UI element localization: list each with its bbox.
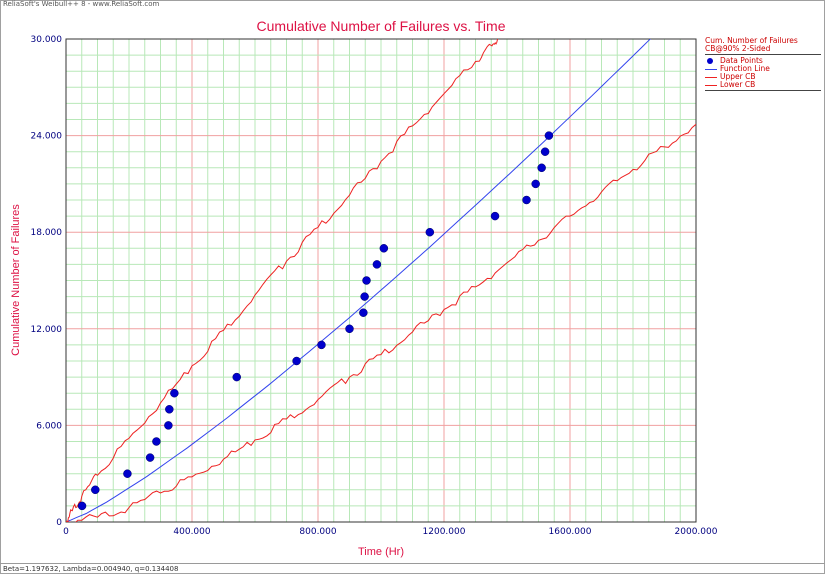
data-point: [152, 437, 161, 446]
lower-cb-series: [66, 123, 696, 522]
data-point: [360, 292, 369, 301]
legend-entry-function-line: Function Line: [705, 65, 821, 73]
y-axis-label: Cumulative Number of Failures: [10, 204, 22, 356]
legend-entry-upper-cb: Upper CB: [705, 73, 821, 81]
data-point: [170, 388, 179, 398]
y-tick-label: 30.000: [31, 35, 63, 45]
legend: Cum. Number of Failures CB@90% 2-Sided D…: [705, 37, 821, 93]
data-point: [537, 163, 546, 173]
y-tick-label: 0: [56, 518, 62, 528]
data-point: [372, 260, 382, 269]
x-axis-label: Time (Hr): [358, 546, 404, 558]
x-tick-label: 800.000: [299, 527, 336, 537]
data-point: [531, 179, 540, 189]
data-point: [165, 405, 174, 414]
x-tick-label: 400.000: [173, 527, 210, 537]
legend-label: Upper CB: [720, 72, 756, 81]
data-point: [359, 308, 368, 317]
data-point: [425, 227, 435, 237]
legend-label: Data Points: [720, 56, 763, 65]
legend-divider: [705, 54, 821, 55]
footer-divider: [0, 563, 825, 564]
data-point: [362, 276, 371, 285]
line-marker-icon: [705, 65, 717, 73]
data-point: [544, 131, 554, 140]
data-point: [540, 147, 550, 156]
data-point: [379, 244, 389, 253]
legend-title: Cum. Number of Failures: [705, 36, 798, 45]
data-point: [123, 469, 132, 478]
data-point: [345, 324, 354, 334]
series-layer: [66, 39, 696, 522]
x-tick-label: 1600.000: [549, 527, 592, 537]
data-point: [490, 211, 500, 221]
model-parameters: Beta=1.197632, Lambda=0.004940, q=0.1344…: [3, 565, 179, 573]
legend-entry-data-points: Data Points: [705, 57, 821, 65]
y-tick-label: 18.000: [31, 228, 63, 238]
data-point: [91, 485, 100, 495]
data-point: [317, 340, 326, 350]
line-marker-icon: [705, 73, 717, 81]
y-tick-label: 24.000: [31, 132, 63, 142]
legend-label: Lower CB: [720, 80, 756, 89]
grid: [66, 39, 696, 522]
plot-area-border: [65, 38, 697, 523]
upper-cb-series: [66, 39, 499, 522]
function-line-series: [66, 39, 651, 522]
data-point: [77, 501, 87, 511]
legend-label: Function Line: [720, 64, 770, 73]
data-point: [232, 372, 241, 382]
chart-title: Cumulative Number of Failures vs. Time: [257, 18, 506, 34]
legend-subtitle: CB@90% 2-Sided: [705, 44, 771, 53]
x-tick-label: 1200.000: [423, 527, 466, 537]
line-marker-icon: [705, 81, 717, 89]
x-tick-label: 0: [63, 527, 69, 537]
dot-marker-icon: [705, 57, 717, 65]
legend-divider: [705, 90, 821, 91]
x-tick-label: 2000.000: [675, 527, 718, 537]
window-header: ReliaSoft's Weibull++ 8 - www.ReliaSoft.…: [3, 0, 160, 8]
y-tick-label: 6.000: [36, 421, 62, 431]
data-point: [145, 453, 155, 462]
data-point: [522, 195, 531, 205]
legend-entry-lower-cb: Lower CB: [705, 81, 821, 89]
data-point: [164, 421, 173, 430]
data-point: [292, 356, 301, 366]
y-tick-label: 12.000: [31, 325, 63, 335]
tick-labels: 0 400.000 800.000 1200.000 1600.000 2000.000 0…: [31, 35, 718, 537]
